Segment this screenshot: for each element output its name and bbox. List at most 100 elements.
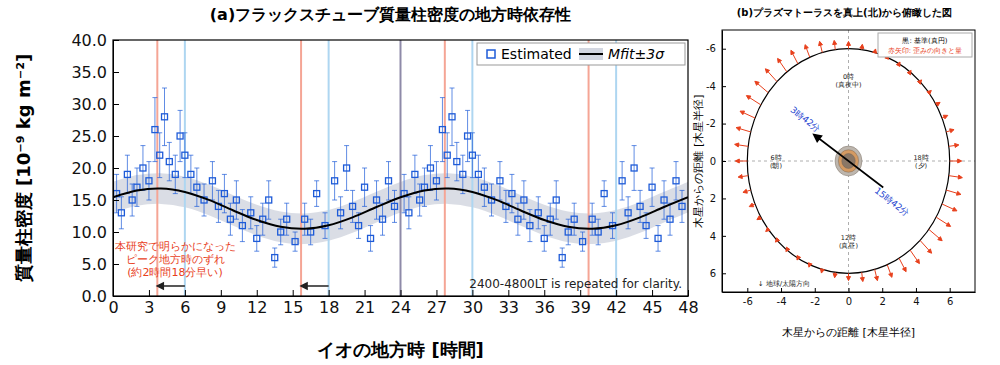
marker [475, 171, 481, 177]
error-bar [362, 168, 367, 206]
data-point [481, 168, 487, 206]
error-bar [536, 197, 541, 229]
tick-mark [815, 288, 816, 292]
tick: -6 [743, 288, 753, 307]
lt-label: 6時 [770, 154, 781, 162]
marker [177, 133, 183, 139]
data-point [194, 168, 200, 206]
tick-label: 4 [710, 231, 716, 242]
marker [118, 210, 124, 216]
distortion-arrow [949, 143, 959, 147]
tick-mark [113, 40, 119, 41]
tick-label: 6 [710, 268, 716, 279]
plot-frame [722, 30, 975, 292]
data-point [338, 197, 344, 229]
marker [565, 229, 571, 235]
marker [332, 178, 338, 184]
error-bar [503, 190, 508, 222]
reference-line [300, 40, 302, 296]
error-bar [590, 203, 595, 235]
distortion-arrow [755, 81, 768, 92]
legend: 黒: 基準(真円)赤矢印: 歪みの向きと量 [878, 33, 972, 57]
error-bar [554, 181, 559, 219]
marker [344, 165, 350, 171]
plot-frame [113, 40, 688, 296]
error-bar [182, 133, 187, 178]
tick: 10.0 [71, 223, 119, 242]
marker [284, 216, 290, 222]
lt-label: (真夜中) [835, 81, 861, 89]
distortion-arrow [778, 58, 787, 72]
tick-label: 4 [913, 296, 919, 307]
data-point [182, 133, 188, 178]
marker [302, 216, 308, 222]
tick-label: 24 [391, 298, 411, 317]
distortion-arrow [757, 216, 761, 220]
tick: -4 [777, 288, 787, 307]
data-point [302, 203, 308, 235]
marker [227, 216, 233, 222]
data-point [589, 203, 595, 235]
peak-axis [814, 135, 884, 188]
chart-title: (a)フラックスチューブ質量柱密度の地方時依存性 [210, 5, 571, 24]
tick: 39 [571, 290, 591, 317]
distortion-arrow [936, 102, 940, 106]
error-bar [566, 219, 571, 245]
error-bar [632, 146, 637, 191]
annotation: 本研究で明らかになった [115, 240, 236, 253]
error-bar [650, 168, 655, 206]
marker [272, 255, 278, 261]
error-bar [302, 203, 307, 235]
tick-label: 42 [606, 298, 626, 317]
distortion-arrow [847, 273, 851, 280]
tick-label: 21 [355, 298, 375, 317]
data-point [118, 197, 124, 229]
data-point [661, 181, 667, 219]
tick-label: 45 [642, 298, 662, 317]
error-bar [620, 162, 625, 200]
error-bar [272, 248, 277, 267]
error-bar [380, 203, 385, 235]
tick-mark [781, 288, 782, 292]
tick-mark [722, 49, 726, 50]
tick: 12 [247, 290, 267, 317]
distortion-arrow [946, 129, 954, 133]
tick: 30 [463, 290, 483, 317]
tick: 3 [144, 290, 154, 317]
tick-label: -4 [706, 81, 716, 92]
error-bar [548, 203, 553, 235]
plot-area [113, 40, 688, 296]
tick-label: -4 [777, 296, 787, 307]
tick-mark [113, 136, 119, 137]
marker [661, 197, 667, 203]
distortion-arrow [820, 269, 824, 273]
data-point [157, 133, 163, 178]
tick-label: 6 [947, 296, 953, 307]
tick-label: -6 [706, 43, 716, 54]
marker [368, 235, 374, 241]
axis-line [723, 292, 976, 293]
tick-mark [113, 232, 119, 233]
marker [649, 184, 655, 190]
error-bar [202, 184, 207, 216]
distortion-arrow [927, 90, 931, 94]
data-point [406, 197, 412, 229]
marker [580, 239, 586, 245]
tick: 6 [180, 290, 190, 317]
data-point [433, 162, 439, 200]
tick: 2 [880, 288, 886, 307]
error-bar [680, 190, 685, 222]
data-point [631, 146, 637, 191]
error-bar [596, 219, 601, 245]
error-bar [476, 155, 481, 193]
error-bar [368, 226, 373, 252]
distortion-arrow [738, 175, 748, 179]
legend-box [477, 43, 685, 65]
error-bar [293, 232, 298, 251]
error-bar [402, 174, 407, 212]
marker [386, 178, 392, 184]
reference-circle [747, 49, 949, 274]
error-bar [674, 162, 679, 200]
data-point [625, 197, 631, 229]
tick: 0 [846, 288, 852, 307]
